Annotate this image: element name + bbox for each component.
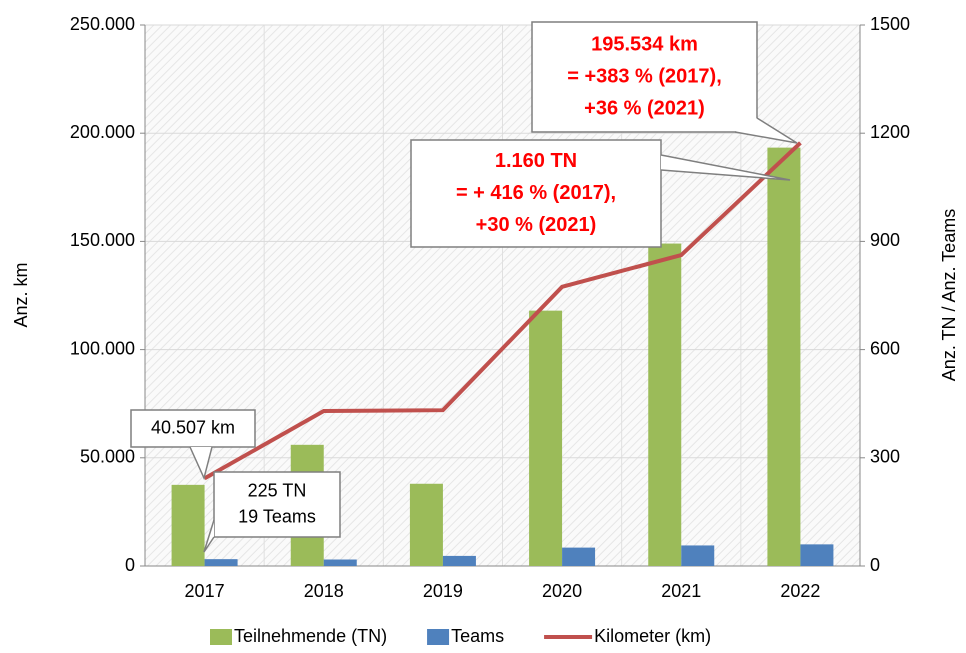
bar — [648, 243, 682, 566]
x-tick-label: 2021 — [661, 581, 701, 601]
annotation-text: 195.534 km — [591, 33, 698, 55]
callout-box — [130, 409, 256, 448]
bar — [800, 544, 834, 566]
y-tick-label: 250.000 — [70, 14, 135, 34]
legend-label: Teams — [451, 626, 504, 646]
annotation-text: 40.507 km — [151, 417, 235, 437]
legend-label: Teilnehmende (TN) — [234, 626, 387, 646]
x-tick-label: 2022 — [780, 581, 820, 601]
annotation-text: 19 Teams — [238, 506, 316, 526]
bar — [767, 147, 801, 567]
callout-box — [213, 471, 341, 538]
y-tick-label: 0 — [125, 555, 135, 575]
bar — [171, 484, 205, 566]
y2-tick-label: 900 — [870, 230, 900, 250]
callout-pointer — [203, 519, 215, 553]
annotation-text: +36 % (2021) — [584, 97, 705, 119]
bar — [681, 545, 715, 566]
legend-swatch — [210, 629, 232, 645]
y2-tick-label: 1500 — [870, 14, 910, 34]
bar — [442, 555, 476, 566]
y2-tick-label: 600 — [870, 338, 900, 358]
x-tick-label: 2018 — [304, 581, 344, 601]
legend-label: Kilometer (km) — [594, 626, 711, 646]
legend-swatch — [427, 629, 450, 645]
annotation-text: = +383 % (2017), — [567, 65, 722, 87]
y-axis-title: Anz. km — [11, 262, 31, 327]
y-tick-label: 150.000 — [70, 230, 135, 250]
y2-tick-label: 1200 — [870, 122, 910, 142]
callout-pointer — [660, 154, 791, 181]
callout-pointer — [189, 446, 213, 481]
y2-axis-title: Anz. TN / Anz. Teams — [939, 209, 959, 381]
bar — [323, 559, 357, 566]
callout-box — [410, 139, 662, 248]
annotation-text: +30 % (2021) — [476, 214, 597, 236]
y-tick-label: 200.000 — [70, 122, 135, 142]
y-tick-label: 100.000 — [70, 338, 135, 358]
bar — [409, 483, 443, 566]
callout-pointer — [734, 117, 798, 144]
annotation-text: = + 416 % (2017), — [456, 182, 616, 204]
line — [203, 141, 802, 481]
x-tick-label: 2020 — [542, 581, 582, 601]
annotation-text: 225 TN — [248, 480, 307, 500]
x-tick-label: 2017 — [185, 581, 225, 601]
annotation-text: 1.160 TN — [495, 150, 577, 172]
bar — [204, 559, 238, 566]
y2-tick-label: 0 — [870, 555, 880, 575]
y2-tick-label: 300 — [870, 447, 900, 467]
bar — [529, 310, 563, 566]
y-tick-label: 50.000 — [80, 447, 135, 467]
x-tick-label: 2019 — [423, 581, 463, 601]
bar — [562, 547, 596, 566]
